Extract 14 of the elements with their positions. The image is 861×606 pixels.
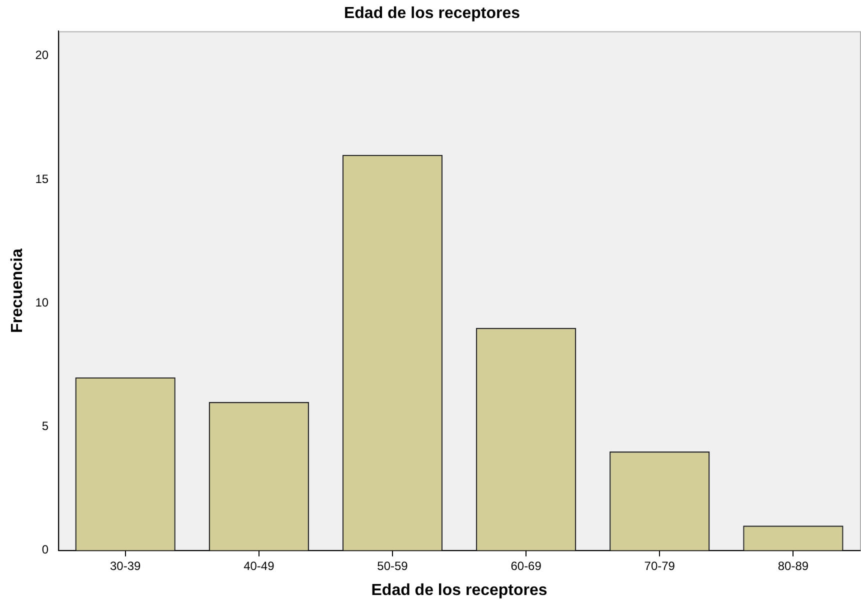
y-tick-label: 15 <box>35 172 49 186</box>
y-tick-label: 10 <box>35 295 49 310</box>
x-tick-label: 40-49 <box>244 558 275 573</box>
y-tick-label: 5 <box>42 419 49 434</box>
x-axis-title: Edad de los receptores <box>371 582 548 599</box>
chart-title: Edad de los receptores <box>344 5 520 22</box>
x-tick-label: 80-89 <box>778 558 809 573</box>
y-axis-title: Frecuencia <box>9 248 26 334</box>
y-tick-label: 20 <box>35 48 49 62</box>
x-tick-label: 70-79 <box>644 558 676 573</box>
x-tick-label: 30-39 <box>110 558 141 573</box>
x-tick-label: 60-69 <box>510 558 542 573</box>
x-tick-label: 50-59 <box>377 558 408 573</box>
y-tick-label: 0 <box>42 542 49 557</box>
